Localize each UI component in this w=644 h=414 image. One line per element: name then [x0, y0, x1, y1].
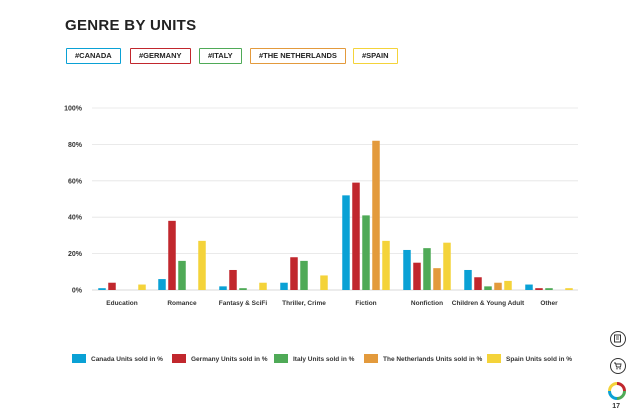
x-category-label: Children & Young Adult — [452, 300, 525, 307]
legend-swatch — [172, 354, 186, 363]
bar — [545, 288, 553, 290]
bar — [300, 260, 308, 290]
y-tick-label: 80% — [68, 142, 83, 149]
bar — [484, 286, 492, 290]
tag-spain[interactable]: #SPAIN — [353, 48, 398, 64]
legend-swatch — [274, 354, 288, 363]
bar — [229, 269, 237, 290]
bar — [178, 260, 186, 290]
bar — [259, 282, 267, 290]
chart-bars — [98, 140, 573, 290]
legend-label: Spain Units sold in % — [506, 356, 572, 363]
legend-label: Italy Units sold in % — [293, 356, 355, 363]
legend-swatch — [72, 354, 86, 363]
page-number: 17 — [612, 403, 620, 410]
bar — [239, 288, 247, 290]
chart-grid — [92, 107, 578, 291]
page-title: GENRE BY UNITS — [65, 17, 197, 34]
y-tick-label: 20% — [68, 251, 83, 258]
x-category-label: Education — [106, 300, 137, 307]
legend-label: Canada Units sold in % — [91, 356, 163, 363]
x-category-label: Fantasy & SciFi — [219, 300, 268, 307]
bar — [138, 284, 146, 290]
x-axis-categories: Education Romance Fantasy & SciFi Thriller,… — [106, 300, 558, 307]
y-axis-ticks: 0% 20% 40% 60% 80% 100% — [64, 106, 83, 295]
bar — [108, 282, 116, 290]
bar — [403, 249, 411, 290]
bar — [372, 140, 380, 290]
bar — [98, 288, 106, 290]
y-tick-label: 60% — [68, 178, 83, 185]
y-tick-label: 0% — [72, 288, 83, 295]
bar — [280, 282, 288, 290]
tag-germany[interactable]: #GERMANY — [130, 48, 191, 64]
tag-the-netherlands[interactable]: #THE NETHERLANDS — [250, 48, 346, 64]
y-tick-label: 100% — [64, 106, 83, 113]
legend-label: Germany Units sold in % — [191, 356, 268, 363]
tag-canada[interactable]: #CANADA — [66, 48, 121, 64]
bar — [352, 182, 360, 290]
bar — [423, 248, 431, 290]
bar — [464, 269, 472, 290]
bar — [158, 279, 166, 290]
legend-swatch — [487, 354, 501, 363]
x-category-label: Fiction — [355, 300, 376, 307]
bar — [198, 240, 206, 290]
bar — [342, 195, 350, 290]
bar — [320, 275, 328, 290]
legend-swatch — [364, 354, 378, 363]
bar — [433, 268, 441, 290]
bar — [290, 257, 298, 290]
bar — [494, 282, 502, 290]
bar — [382, 240, 390, 290]
bar — [168, 220, 176, 290]
x-category-label: Thriller, Crime — [282, 300, 326, 307]
book-icon[interactable] — [610, 331, 626, 347]
tag-italy[interactable]: #ITALY — [199, 48, 242, 64]
bar — [525, 284, 533, 290]
bar — [443, 242, 451, 290]
ring-logo-icon — [608, 382, 626, 400]
x-category-label: Romance — [167, 300, 197, 307]
cart-icon[interactable] — [610, 358, 626, 374]
y-tick-label: 40% — [68, 215, 83, 222]
bar — [565, 288, 573, 290]
chart-legend: Canada Units sold in % Germany Units sold… — [72, 354, 572, 363]
legend-label: The Netherlands Units sold in % — [383, 356, 483, 363]
x-category-label: Other — [540, 300, 558, 307]
bar — [504, 280, 512, 290]
bar — [219, 286, 227, 290]
x-category-label: Nonfiction — [411, 300, 443, 307]
bar — [474, 277, 482, 290]
bar — [413, 262, 421, 290]
bar — [362, 215, 370, 290]
bar — [535, 288, 543, 290]
